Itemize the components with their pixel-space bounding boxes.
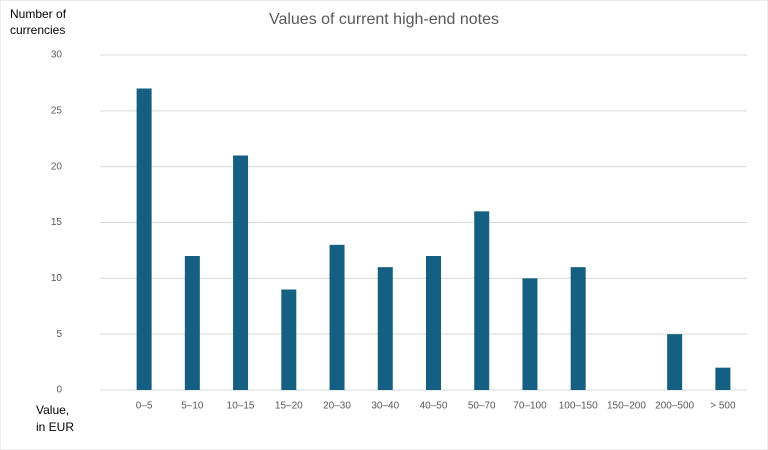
bar xyxy=(474,211,490,390)
chart-title: Values of current high-end notes xyxy=(269,11,499,28)
bar xyxy=(281,289,297,390)
bar xyxy=(570,267,586,390)
y-tick-label: 0 xyxy=(56,385,62,396)
x-tick-label: 20–30 xyxy=(323,401,351,412)
y-tick-label: 5 xyxy=(56,329,62,340)
y-tick-label: 15 xyxy=(51,217,63,228)
x-tick-label: 200–500 xyxy=(655,401,694,412)
bar xyxy=(136,88,152,390)
x-tick-label: 10–15 xyxy=(227,401,255,412)
y-axis-title: currencies xyxy=(10,23,65,37)
x-tick-label: 30–40 xyxy=(371,401,399,412)
bar xyxy=(329,244,345,390)
x-tick-label: 5–10 xyxy=(181,401,204,412)
bar xyxy=(426,256,441,390)
bar xyxy=(522,278,538,390)
bar xyxy=(715,367,731,390)
x-tick-label: 150–200 xyxy=(607,401,646,412)
x-tick-label: 50–70 xyxy=(468,401,496,412)
x-tick-label: 100–150 xyxy=(559,401,598,412)
x-tick-label: 15–20 xyxy=(275,401,303,412)
bar xyxy=(184,256,200,390)
x-tick-label: 70–100 xyxy=(513,401,547,412)
y-tick-label: 10 xyxy=(51,273,63,284)
y-tick-label: 20 xyxy=(51,161,63,172)
bar xyxy=(667,334,683,390)
x-tick-label: 0–5 xyxy=(136,401,153,412)
x-axis-title: in EUR xyxy=(36,420,74,434)
x-tick-label: 40–50 xyxy=(420,401,448,412)
y-tick-label: 30 xyxy=(51,50,63,61)
y-axis-title: Number of xyxy=(10,7,67,21)
x-axis-title: Value, xyxy=(36,403,69,417)
bar xyxy=(377,267,393,390)
bar xyxy=(233,155,249,390)
x-tick-label: > 500 xyxy=(710,401,736,412)
y-tick-label: 25 xyxy=(51,105,63,116)
